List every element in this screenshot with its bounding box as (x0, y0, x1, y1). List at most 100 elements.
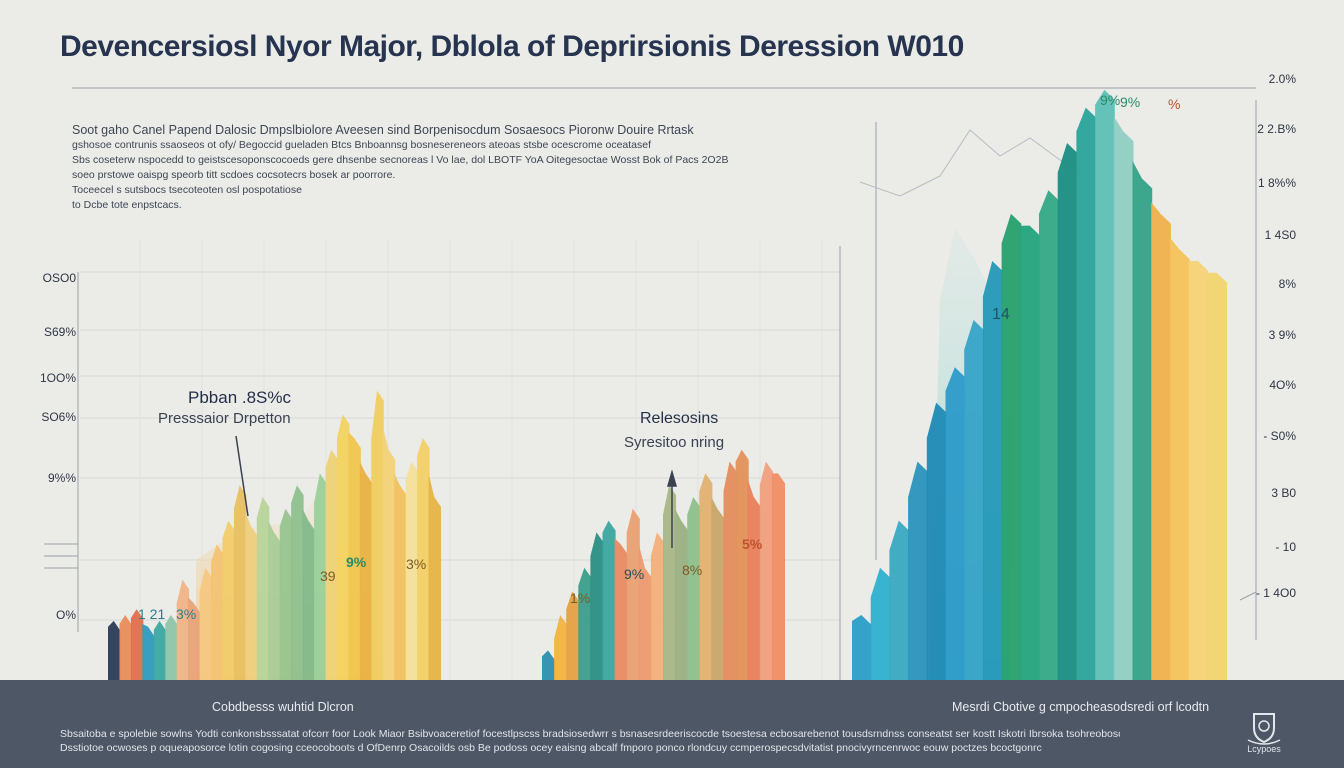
bar (964, 320, 984, 680)
bar (723, 461, 737, 680)
bar (626, 508, 640, 680)
bar (566, 591, 580, 680)
data-label: 3% (406, 556, 427, 572)
footer-caption-left: Cobdbesss wuhtid Dlcron (212, 700, 354, 714)
bar (638, 544, 652, 680)
left-axis-tick: 9%% (47, 471, 76, 485)
bar-series (108, 89, 1227, 681)
description-line: gshosoe contrunis ssaoseos ot ofy/ Begoc… (72, 139, 652, 151)
description-line: to Dcbe tote enpstcacs. (72, 199, 182, 211)
bar (268, 520, 281, 680)
bar (108, 620, 121, 680)
middle-annotation-subtitle: Syresitoo nring (624, 434, 725, 451)
bar (602, 520, 616, 680)
right-axis-tick: - 1 4O0 (1255, 586, 1296, 600)
right-axis-tick: 1 8%% (1257, 176, 1296, 190)
bar-group (542, 449, 785, 680)
data-label: 9% (1120, 94, 1141, 110)
bar (417, 438, 430, 680)
data-label: 1% (570, 590, 591, 606)
bar (279, 508, 293, 680)
bar (256, 497, 270, 680)
bar (542, 650, 556, 680)
bar (1188, 261, 1209, 680)
page-title: Devencersiosl Nyor Major, Dblola of Depr… (60, 30, 964, 63)
bar (1020, 225, 1040, 680)
bar-group (108, 390, 441, 680)
data-label: 3% (176, 606, 197, 622)
data-label: 9% (346, 554, 367, 570)
bar (663, 485, 677, 680)
bar (687, 497, 701, 680)
left-axis-tick: S69% (43, 325, 76, 339)
data-label: 9% (1100, 92, 1121, 108)
bar (222, 520, 235, 680)
right-axis-tick: - 10 (1275, 540, 1296, 554)
data-label: 9% (624, 566, 645, 582)
right-axis-tick: 4O% (1269, 378, 1296, 392)
bar (165, 615, 178, 680)
bar (245, 511, 258, 680)
bar (325, 449, 338, 680)
bar (908, 461, 928, 680)
bar (699, 473, 713, 680)
bar (926, 402, 947, 680)
framing-lines (44, 87, 1257, 680)
footer-caption-right: Mesrdi Cbotive g cmpocheasodsredi orf lc… (952, 700, 1210, 714)
bar (870, 567, 891, 680)
bar (1207, 272, 1227, 680)
bar (759, 461, 773, 680)
right-axis-tick: 3 9% (1268, 328, 1296, 342)
bar (314, 473, 327, 680)
bar (554, 615, 568, 680)
bar (852, 615, 872, 680)
left-annotation-subtitle: Presssaior Drpetton (158, 410, 291, 427)
bar (945, 367, 966, 680)
bar (405, 461, 419, 680)
description-lead: Soot gaho Canel Papend Dalosic Dmpslbiol… (72, 123, 694, 137)
bar (590, 532, 604, 680)
bar (1095, 89, 1115, 680)
right-axis-tick: 2.0% (1268, 72, 1296, 86)
bar (153, 620, 167, 680)
left-axis-tick: SO6% (41, 410, 76, 424)
bar (291, 485, 304, 680)
data-label: 8% (682, 562, 703, 578)
footer-text-line: Sbsaitoba e spolebie sowlns Yodti conkon… (60, 728, 1120, 740)
bar (211, 544, 224, 680)
data-label: 5% (742, 536, 763, 552)
bar (1113, 116, 1134, 681)
bar (614, 538, 628, 680)
bar (382, 426, 396, 680)
data-label: 39 (320, 568, 336, 584)
description-line: Toceecel s sutsbocs tsecoteoten osl posp… (72, 184, 302, 196)
description-line: Sbs coseterw nspocedd to geistscesoponsc… (72, 154, 729, 166)
description-line: soeo prstowe oaispg speorb titt scdoes c… (72, 169, 396, 181)
middle-annotation-title: Relesosins (640, 410, 719, 427)
data-label: 1 21 (138, 606, 166, 622)
bar (359, 461, 373, 680)
shield-logo-icon (1247, 713, 1281, 745)
right-axis-tick: - S0% (1263, 429, 1296, 443)
left-axis-tick: O% (55, 608, 76, 622)
bar (199, 567, 213, 680)
description-block: Soot gaho Canel Papend Dalosic Dmpslbiol… (72, 122, 792, 213)
data-label: 14 (992, 306, 1010, 323)
bar (675, 508, 689, 680)
bar (130, 609, 144, 680)
right-axis-tick: 2 2.B% (1257, 122, 1296, 136)
bar (578, 567, 592, 680)
right-axis-tick: 8% (1278, 277, 1296, 291)
bar (889, 520, 910, 680)
bar (650, 532, 664, 680)
bar (771, 473, 785, 680)
bar (142, 623, 155, 680)
bar (1057, 143, 1078, 680)
bar (348, 432, 361, 680)
bar (982, 261, 1003, 680)
bar (371, 390, 384, 680)
bar (1132, 160, 1153, 681)
annotation-arrows (235, 435, 677, 548)
bar (735, 449, 749, 680)
left-axis-tick: 1OO% (39, 371, 76, 385)
